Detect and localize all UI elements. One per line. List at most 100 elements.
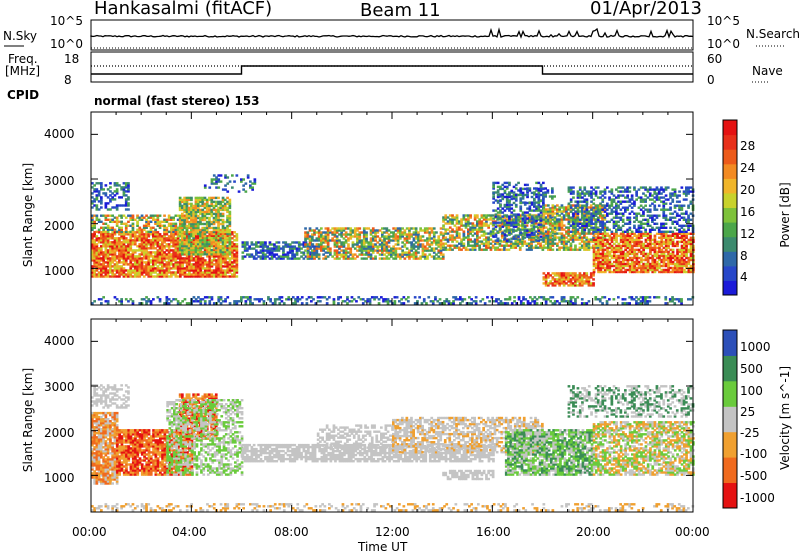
power-cell	[671, 250, 675, 254]
power-cell	[471, 222, 475, 225]
power-cell	[587, 276, 591, 279]
power-cell	[208, 246, 211, 250]
power-cell	[320, 247, 323, 250]
power-cell	[394, 253, 398, 256]
power-cell	[113, 233, 117, 236]
power-cell	[426, 231, 429, 234]
power-cell	[217, 226, 220, 230]
power-cell	[124, 184, 128, 187]
power-cell	[97, 192, 101, 195]
power-cell	[649, 262, 652, 266]
power-cell	[118, 269, 121, 272]
power-cell	[517, 235, 520, 238]
power-cell	[651, 248, 655, 252]
power-cell	[473, 238, 477, 241]
power-cell	[542, 246, 546, 249]
power-cell	[208, 212, 211, 216]
power-cell	[349, 233, 353, 236]
power-cell	[154, 251, 157, 254]
power-cell	[578, 204, 582, 207]
power-cell	[455, 222, 459, 225]
power-cell	[136, 216, 139, 219]
power-cell	[494, 233, 498, 236]
power-cell	[201, 263, 205, 266]
vcb-tick-6: -500	[740, 469, 768, 483]
power-cell	[587, 246, 591, 249]
power-cell	[360, 247, 364, 250]
power-cell	[179, 273, 182, 276]
power-cell	[203, 246, 207, 250]
power-cell	[505, 218, 509, 221]
power-cell	[419, 237, 422, 240]
power-cell	[91, 271, 94, 274]
power-cell	[95, 188, 99, 191]
power-cell	[414, 255, 418, 258]
power-cell	[556, 212, 559, 215]
power-cell	[503, 240, 506, 243]
power-cell	[174, 241, 178, 244]
power-cell	[505, 234, 509, 237]
power-cell	[197, 269, 200, 272]
power-cell	[491, 232, 495, 235]
power-cell	[212, 250, 216, 254]
power-cell	[646, 232, 650, 235]
power-cell	[597, 238, 600, 242]
power-cell	[615, 234, 618, 237]
power-cell	[358, 235, 362, 238]
power-cell	[203, 253, 207, 256]
power-cell	[304, 233, 307, 236]
power-cell	[592, 208, 595, 211]
power-cell	[194, 273, 198, 276]
power-cell	[492, 209, 495, 212]
power-cell	[170, 257, 173, 260]
power-cell	[542, 276, 546, 279]
power-cell	[163, 257, 166, 260]
power-cell	[662, 270, 666, 274]
power-cell	[664, 246, 668, 250]
power-cell	[594, 256, 598, 260]
power-cell	[172, 255, 175, 258]
power-cell	[127, 233, 130, 236]
power-cell	[223, 253, 227, 256]
power-cell	[100, 239, 103, 242]
power-cell	[226, 230, 229, 234]
power-cell	[394, 243, 398, 246]
power-cell	[149, 245, 153, 248]
power-cell	[192, 232, 195, 236]
power-cell	[432, 233, 436, 236]
power-cell	[104, 206, 108, 209]
power-cell	[161, 269, 164, 272]
power-cell	[567, 278, 570, 281]
power-cell	[199, 212, 202, 216]
power-cell	[156, 267, 160, 270]
power-cell	[462, 242, 466, 245]
power-cell	[152, 216, 155, 219]
power-cell	[633, 254, 636, 258]
power-cell	[315, 243, 319, 246]
power-cell	[525, 248, 529, 251]
power-cell	[95, 216, 99, 219]
power-cell	[261, 243, 265, 246]
power-cell	[655, 240, 659, 244]
power-cell	[619, 270, 623, 274]
power-cell	[412, 253, 416, 256]
power-cell	[219, 265, 223, 268]
power-cell	[518, 228, 522, 231]
power-cell	[448, 234, 452, 237]
power-cell	[606, 266, 609, 270]
power-cell	[631, 236, 634, 239]
power-cell	[181, 265, 184, 268]
power-cell	[106, 196, 110, 199]
power-cell	[212, 196, 216, 200]
power-cell	[196, 200, 200, 204]
power-cell	[257, 241, 260, 244]
power-cell	[426, 227, 429, 230]
power-cell	[596, 226, 600, 229]
power-cell	[226, 265, 230, 268]
power-cell	[192, 226, 195, 230]
power-cell	[460, 244, 463, 247]
power-cell	[91, 247, 94, 250]
power-cell	[224, 271, 227, 274]
power-cell	[311, 251, 314, 254]
power-cell	[349, 251, 353, 254]
